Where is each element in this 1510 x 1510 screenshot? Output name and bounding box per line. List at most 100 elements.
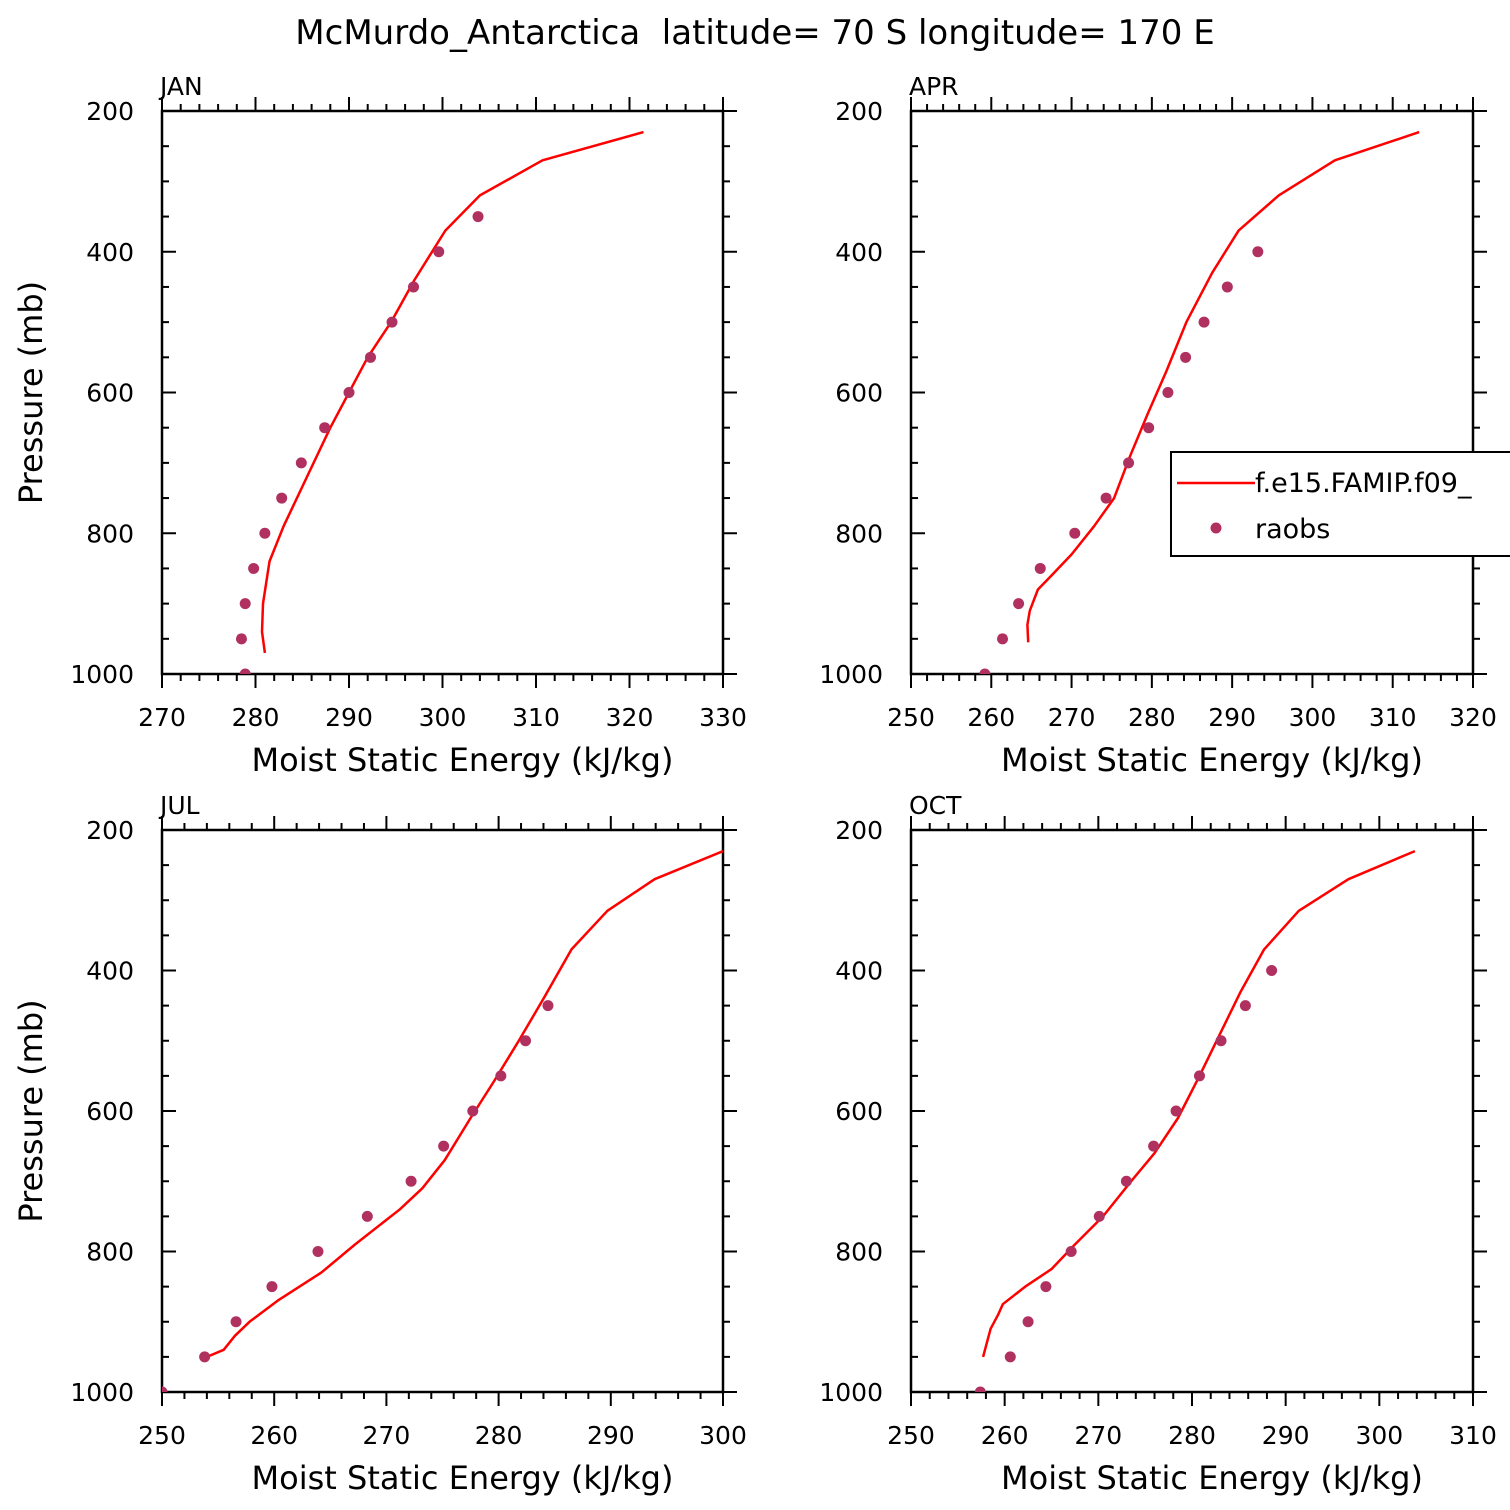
raobs-point <box>433 246 445 258</box>
raobs-point <box>239 598 251 610</box>
x-tick-label: 270 <box>1074 1421 1122 1450</box>
raobs-point <box>997 633 1009 645</box>
raobs-point <box>1040 1281 1052 1293</box>
raobs-point <box>1004 1351 1016 1363</box>
y-tick-label: 1000 <box>819 660 883 689</box>
x-tick-label: 250 <box>887 1421 935 1450</box>
x-tick-label: 290 <box>587 1421 635 1450</box>
raobs-point <box>230 1316 242 1328</box>
x-tick-label: 290 <box>325 703 373 732</box>
x-tick-label: 270 <box>1048 703 1096 732</box>
raobs-point <box>467 1105 479 1117</box>
raobs-point <box>235 633 247 645</box>
x-tick-label: 310 <box>1369 703 1417 732</box>
panel-apr: 250 260 270 280 290 300 310 320 200 400 600 800 1000… <box>819 72 1510 779</box>
panel-jan: 270 280 290 300 310 320 330 200 400 600 800 1000 JAN… <box>12 72 747 779</box>
y-tick-label: 800 <box>835 1238 883 1267</box>
raobs-point <box>1193 1070 1205 1082</box>
panel-jul: 250 260 270 280 290 300 200 400 600 800 1000 JUL Moi… <box>12 791 747 1497</box>
raobs-point <box>1034 562 1046 574</box>
x-tick-label: 300 <box>699 1421 747 1450</box>
x-tick-label: 280 <box>1168 1421 1216 1450</box>
raobs-point <box>495 1070 507 1082</box>
legend-entry-model: f.e15.FAMIP.f09_ <box>1255 468 1472 499</box>
raobs-point <box>405 1175 417 1187</box>
y-tick-label: 400 <box>835 238 883 267</box>
x-tick-label: 290 <box>1262 1421 1310 1450</box>
panel-label: APR <box>909 72 959 101</box>
raobs-point <box>365 351 377 363</box>
x-tick-label: 330 <box>699 703 747 732</box>
x-tick-label: 260 <box>250 1421 298 1450</box>
raobs-point <box>1221 281 1233 293</box>
model-series-line <box>1026 130 1420 643</box>
raobs-point <box>979 668 991 674</box>
raobs-point <box>259 527 271 539</box>
plot-data <box>235 130 644 674</box>
x-tick-label: 250 <box>138 1421 186 1450</box>
y-tick-label: 200 <box>835 816 883 845</box>
panel-label: JAN <box>158 72 203 101</box>
raobs-point <box>1100 492 1112 504</box>
raobs-point <box>1148 1140 1160 1152</box>
raobs-point <box>1215 1035 1227 1047</box>
raobs-point <box>1162 387 1174 398</box>
x-tick-label: 300 <box>1289 703 1337 732</box>
raobs-point <box>1065 1246 1077 1257</box>
y-tick-label: 200 <box>86 816 134 845</box>
raobs-point <box>520 1035 532 1047</box>
raobs-point <box>1143 422 1155 434</box>
raobs-point <box>408 281 420 293</box>
raobs-point <box>1013 598 1025 610</box>
raobs-point <box>295 457 307 469</box>
legend-marker-swatch <box>1210 522 1222 534</box>
y-tick-label: 600 <box>86 379 134 408</box>
raobs-point <box>472 211 484 223</box>
raobs-point <box>1252 246 1264 258</box>
y-tick-label: 400 <box>835 957 883 986</box>
x-tick-label: 300 <box>419 703 467 732</box>
legend: f.e15.FAMIP.f09_raobs <box>1170 451 1510 557</box>
y-axis-label: Pressure (mb) <box>12 999 50 1222</box>
y-axis-label: Pressure (mb) <box>12 281 50 504</box>
y-tick-label: 400 <box>86 238 134 267</box>
x-axis-label: Moist Static Energy (kJ/kg) <box>1001 1459 1423 1497</box>
y-tick-label: 1000 <box>70 1378 134 1407</box>
x-axis-label: Moist Static Energy (kJ/kg) <box>252 1459 674 1497</box>
y-tick-label: 200 <box>86 97 134 126</box>
raobs-point <box>248 562 260 574</box>
x-tick-label: 310 <box>512 703 560 732</box>
raobs-point <box>1022 1316 1034 1328</box>
panel-label: OCT <box>909 791 962 820</box>
raobs-point <box>1123 457 1135 469</box>
x-tick-label: 320 <box>1449 703 1497 732</box>
x-tick-label: 260 <box>981 1421 1029 1450</box>
raobs-point <box>1266 965 1278 976</box>
x-tick-label: 320 <box>606 703 654 732</box>
plot-data <box>979 130 1420 674</box>
model-series-line <box>206 849 723 1359</box>
raobs-point <box>1069 527 1081 539</box>
raobs-point <box>1170 1105 1182 1117</box>
x-tick-label: 290 <box>1208 703 1256 732</box>
y-tick-label: 200 <box>835 97 883 126</box>
y-tick-label: 400 <box>86 957 134 986</box>
raobs-point <box>199 1351 211 1363</box>
raobs-point <box>162 1386 168 1392</box>
y-tick-label: 800 <box>86 1238 134 1267</box>
x-tick-label: 280 <box>1128 703 1176 732</box>
raobs-point <box>266 1281 278 1293</box>
raobs-point <box>1198 316 1210 328</box>
y-tick-label: 600 <box>835 1097 883 1126</box>
y-tick-label: 600 <box>86 1097 134 1126</box>
raobs-point <box>343 387 355 398</box>
x-tick-label: 280 <box>232 703 280 732</box>
figure-title: McMurdo_Antarctica latitude= 70 S longit… <box>295 13 1214 53</box>
y-tick-label: 600 <box>835 379 883 408</box>
panels: 270 280 290 300 310 320 330 200 400 600 800 1000 JAN… <box>12 72 1510 1497</box>
raobs-point <box>974 1386 986 1392</box>
x-axis-label: Moist Static Energy (kJ/kg) <box>1001 741 1423 779</box>
raobs-point <box>312 1246 324 1257</box>
y-tick-label: 800 <box>86 519 134 548</box>
